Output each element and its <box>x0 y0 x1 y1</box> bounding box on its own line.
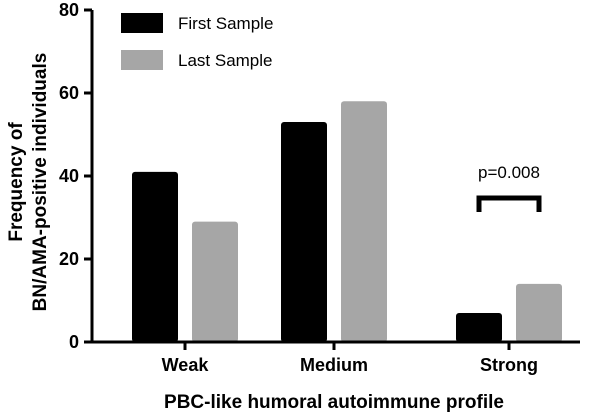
y-tick-label: 20 <box>59 249 79 269</box>
x-axis: Weak Medium Strong <box>90 340 580 375</box>
x-tick-label-weak: Weak <box>162 355 210 375</box>
legend-label-first-sample: First Sample <box>178 14 273 33</box>
y-tick-label: 40 <box>59 166 79 186</box>
bar-strong-last-sample <box>516 283 562 342</box>
bar-medium-first-sample <box>281 122 327 342</box>
y-axis-title: Frequency of BN/AMA-positive individuals <box>6 53 51 312</box>
p-value-label: p=0.008 <box>478 163 540 182</box>
bar-strong-first-sample <box>456 312 502 342</box>
legend: First Sample Last Sample <box>121 13 273 70</box>
bars <box>132 101 562 342</box>
plot-area: 0 20 40 60 80 Weak Medium Strong p=0.008 <box>59 0 580 375</box>
significance-annotation: p=0.008 <box>476 163 542 212</box>
y-tick-label: 60 <box>59 83 79 103</box>
y-axis-title-line-2: BN/AMA-positive individuals <box>30 53 51 312</box>
y-axis-title-line-1: Frequency of <box>6 122 27 242</box>
y-ticks: 0 20 40 60 80 <box>59 0 92 352</box>
legend-swatch-last-sample <box>121 50 163 70</box>
bar-weak-last-sample <box>192 221 238 342</box>
y-tick-label: 0 <box>69 332 79 352</box>
bar-weak-first-sample <box>132 171 178 342</box>
x-tick-label-medium: Medium <box>300 355 368 375</box>
bar-medium-last-sample <box>341 101 387 342</box>
y-tick-label: 80 <box>59 0 79 20</box>
legend-label-last-sample: Last Sample <box>178 51 273 70</box>
x-axis-title: PBC-like humoral autoimmune profile <box>164 392 504 413</box>
significance-bracket <box>476 195 542 212</box>
x-ticks: Weak Medium Strong <box>162 342 538 375</box>
x-tick-label-strong: Strong <box>480 355 538 375</box>
legend-swatch-first-sample <box>121 13 163 33</box>
y-axis: 0 20 40 60 80 <box>59 0 94 352</box>
